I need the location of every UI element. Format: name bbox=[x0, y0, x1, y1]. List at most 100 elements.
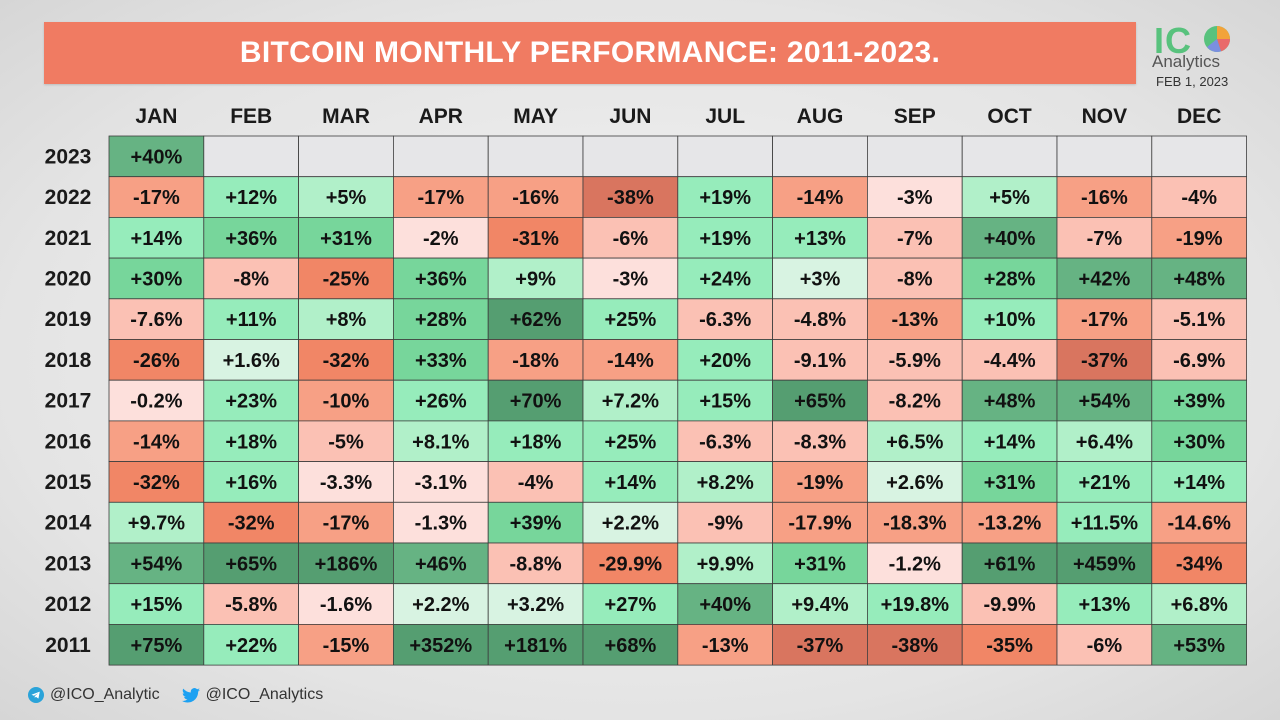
heatmap-cell bbox=[108, 583, 205, 625]
heatmap-cell-value: -18.3% bbox=[883, 513, 947, 535]
heatmap-cell bbox=[1151, 257, 1248, 300]
heatmap-cell-value: +31% bbox=[984, 472, 1036, 494]
heatmap-cell-value: +2.2% bbox=[412, 594, 469, 616]
heatmap-cell bbox=[867, 501, 963, 544]
heatmap-cell bbox=[392, 298, 489, 340]
month-header-may: MAY bbox=[513, 105, 558, 128]
heatmap-cell bbox=[961, 298, 1058, 340]
heatmap-cell bbox=[1056, 624, 1153, 666]
year-label-2017: 2017 bbox=[45, 390, 92, 413]
heatmap-cell-value: -1.2% bbox=[889, 553, 941, 575]
heatmap-cell bbox=[867, 379, 963, 422]
heatmap-cell bbox=[677, 501, 773, 544]
heatmap-cell-value: +1.6% bbox=[223, 350, 280, 372]
heatmap-cell-value: -31% bbox=[512, 228, 559, 250]
heatmap-cell-value: +65% bbox=[225, 553, 277, 575]
heatmap-cell bbox=[582, 135, 679, 178]
month-header-jun: JUN bbox=[609, 105, 651, 128]
heatmap-cell bbox=[298, 339, 394, 381]
heatmap-cell-value: +8.1% bbox=[412, 431, 469, 453]
heatmap-cell bbox=[392, 501, 489, 544]
heatmap-cell bbox=[772, 624, 868, 666]
heatmap-cell bbox=[961, 501, 1058, 544]
heatmap-cell bbox=[487, 176, 584, 218]
heatmap-cell-value: +19% bbox=[699, 187, 751, 209]
heatmap-cell-value: -35% bbox=[986, 635, 1033, 657]
heatmap-cell bbox=[487, 379, 584, 422]
heatmap-cell-value: -16% bbox=[1081, 187, 1128, 209]
heatmap-cell-value: -4.4% bbox=[983, 350, 1035, 372]
heatmap-cell-value: -8% bbox=[233, 268, 269, 290]
heatmap-cell bbox=[867, 298, 963, 340]
year-label-2012: 2012 bbox=[45, 593, 92, 616]
logo-subtitle: Analytics bbox=[1152, 52, 1221, 71]
heatmap-cell-value: +40% bbox=[984, 228, 1036, 250]
heatmap-cell bbox=[961, 583, 1058, 625]
heatmap-cell bbox=[298, 379, 394, 422]
heatmap-cell bbox=[203, 583, 300, 625]
year-label-2023: 2023 bbox=[45, 145, 92, 168]
heatmap-cell-value: -15% bbox=[323, 635, 370, 657]
heatmap-cell-value: +65% bbox=[794, 391, 846, 413]
heatmap-cell-value: -3% bbox=[897, 187, 933, 209]
heatmap-cell bbox=[677, 542, 773, 585]
heatmap-cell bbox=[772, 420, 868, 462]
heatmap-cell-value: -14% bbox=[133, 431, 180, 453]
heatmap-cell-value: +75% bbox=[131, 635, 183, 657]
heatmap-cell bbox=[108, 501, 205, 544]
heatmap-cell bbox=[582, 583, 679, 625]
heatmap-cell bbox=[677, 379, 773, 422]
heatmap-cell-value: +30% bbox=[131, 268, 183, 290]
heatmap-cell-value: -5.9% bbox=[889, 350, 941, 372]
heatmap-cell bbox=[1151, 461, 1248, 503]
heatmap-cell bbox=[1151, 176, 1248, 218]
heatmap-cell bbox=[487, 542, 584, 585]
heatmap-cell bbox=[108, 339, 205, 381]
heatmap-cell bbox=[961, 420, 1058, 462]
month-header-nov: NOV bbox=[1082, 105, 1128, 128]
heatmap-cell-value: +68% bbox=[605, 635, 657, 657]
month-header-apr: APR bbox=[419, 105, 463, 128]
heatmap-cell-value: +11.5% bbox=[1071, 513, 1139, 535]
heatmap-cell-value: -3% bbox=[613, 268, 649, 290]
heatmap-cell-value: -9% bbox=[707, 513, 743, 535]
heatmap-cell bbox=[108, 216, 205, 259]
heatmap-cell bbox=[582, 216, 679, 259]
month-header-jul: JUL bbox=[705, 105, 745, 128]
month-header-mar: MAR bbox=[322, 105, 370, 128]
heatmap-cell bbox=[487, 420, 584, 462]
heatmap-cell bbox=[108, 257, 205, 300]
heatmap-cell bbox=[677, 257, 773, 300]
heatmap-cell-value: +13% bbox=[1079, 594, 1131, 616]
heatmap-cell bbox=[1056, 257, 1153, 300]
twitter-handle[interactable]: @ICO_Analytics bbox=[205, 686, 324, 703]
heatmap-cell-value: +14% bbox=[605, 472, 657, 494]
heatmap-cell bbox=[298, 216, 394, 259]
heatmap-cell-value: +2.2% bbox=[602, 513, 659, 535]
heatmap-cell-value: +28% bbox=[415, 309, 467, 331]
heatmap-cell-value: -6.3% bbox=[699, 431, 751, 453]
heatmap-cell bbox=[867, 135, 963, 178]
heatmap-cell-value: +5% bbox=[326, 187, 367, 209]
heatmap-cell bbox=[1151, 583, 1248, 625]
heatmap-cell-value: +31% bbox=[794, 553, 846, 575]
heatmap-cell-value: -6% bbox=[613, 228, 649, 250]
heatmap-cell-value: +46% bbox=[415, 553, 467, 575]
heatmap-cell bbox=[582, 257, 679, 300]
heatmap-cell-value: -5% bbox=[328, 431, 364, 453]
heatmap-cell-value: +11% bbox=[226, 309, 277, 331]
heatmap-cell bbox=[867, 216, 963, 259]
heatmap-cell bbox=[1056, 542, 1153, 585]
heatmap-cell bbox=[487, 298, 584, 340]
heatmap-cell-value: +19% bbox=[699, 228, 751, 250]
heatmap-cell-value: -38% bbox=[891, 635, 938, 657]
heatmap-cell bbox=[772, 461, 868, 503]
heatmap-cell-value: +39% bbox=[1173, 391, 1225, 413]
heatmap-cell bbox=[772, 298, 868, 340]
heatmap-cell-value: +14% bbox=[1173, 472, 1225, 494]
heatmap-cell-value: +181% bbox=[504, 635, 567, 657]
telegram-handle[interactable]: @ICO_Analytic bbox=[50, 686, 160, 703]
month-header-feb: FEB bbox=[230, 105, 272, 128]
heatmap-cell-value: +48% bbox=[984, 391, 1036, 413]
